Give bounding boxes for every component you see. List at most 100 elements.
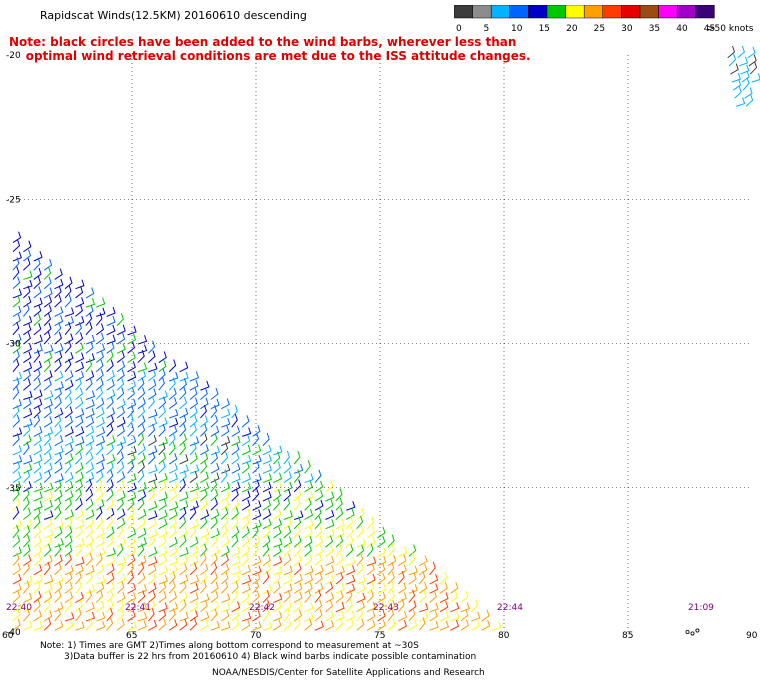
longitude-label: 75 [374,631,385,641]
wind-barb [85,471,95,483]
wind-barb [200,405,207,419]
wind-barb [408,544,417,557]
wind-barb [106,415,115,428]
wind-barb [418,611,429,622]
wind-barb [54,322,62,336]
wind-barb [147,607,155,622]
wind-barb [408,600,417,613]
wind-barb [179,464,189,474]
wind-barb [210,571,218,585]
wind-barb [137,590,146,603]
wind-barb [33,599,41,613]
wind-barb [304,582,313,594]
wind-barb [12,231,22,243]
wind-barb [283,471,292,483]
wind-barb [262,473,272,484]
wind-barb [231,565,241,576]
wind-barb [127,398,137,410]
wind-barb [273,472,283,484]
wind-barb [221,408,231,419]
wind-barb [179,478,186,493]
wind-barb [85,408,95,419]
wind-barb [43,535,52,548]
wind-barb [137,443,146,456]
wind-barb [179,500,189,511]
wind-barb [33,515,41,530]
wind-barb [189,506,197,520]
wind-barb [366,536,376,548]
wind-barb [137,482,147,493]
wind-barb [43,312,52,326]
wind-barb [12,563,21,576]
wind-barb [741,70,750,83]
wind-barb [189,500,199,511]
wind-barb [85,334,95,345]
wind-barb [189,406,198,419]
wind-barb [220,571,229,585]
wind-barb [85,571,93,585]
wind-barb [189,470,198,483]
wind-barb [127,325,137,336]
wind-barb [54,414,62,428]
wind-barb [148,435,157,447]
wind-barb [127,445,137,456]
wind-barb [148,369,157,382]
wind-barb [54,396,62,410]
wind-barb [273,445,283,456]
wind-barb [54,497,62,511]
wind-barb [106,498,114,511]
wind-barb [33,322,42,336]
wind-barb [54,387,63,400]
wind-barb [220,516,229,530]
wind-barb [241,544,250,557]
wind-barb [23,534,31,548]
wind-barb [189,397,199,410]
wind-barb [137,369,147,382]
map-axes: 60 65 70 75 80 85 90 -20 -25 -30 -35 -40 22:40 22:41 2… [2,51,758,641]
wind-barb [106,617,114,631]
wind-barb [148,534,156,548]
wind-barb [377,600,386,613]
wind-barb [33,377,41,391]
wind-barb [85,525,94,539]
wind-barb [64,471,74,483]
wind-barb [221,545,230,557]
wind-barb [33,414,41,428]
wind-barb [148,556,158,567]
wind-barb [179,396,188,410]
wind-barb [252,519,262,530]
wind-barb [231,555,241,567]
wind-barb [23,369,31,382]
wind-barb [273,508,282,520]
wind-barb [54,554,63,567]
wind-barb [158,396,167,410]
wind-barb [75,342,84,354]
wind-barb [127,435,137,447]
wind-barb [12,602,23,613]
wind-barb [408,589,416,603]
wind-barb [189,562,198,576]
contamination-circle [685,630,690,635]
wind-barb [293,488,302,502]
wind-barb [64,396,73,410]
wind-barb [168,463,178,474]
wind-barb [747,46,756,59]
wind-barb [12,358,20,373]
wind-barb [252,621,262,631]
wind-barb [335,553,344,567]
wind-barb [356,525,364,539]
wind-barb [220,563,230,576]
wind-barb [450,590,458,603]
wind-barb [200,387,208,400]
wind-barb [116,441,124,456]
wind-barb [116,599,125,613]
time-label: 22:42 [249,603,275,613]
wind-barb [148,473,158,484]
wind-barb [137,415,146,428]
wind-barb [252,543,259,557]
wind-barb [460,619,470,631]
wind-barb [12,288,22,299]
wind-barb [106,526,115,539]
wind-barb [189,545,199,557]
wind-barb [127,387,135,400]
